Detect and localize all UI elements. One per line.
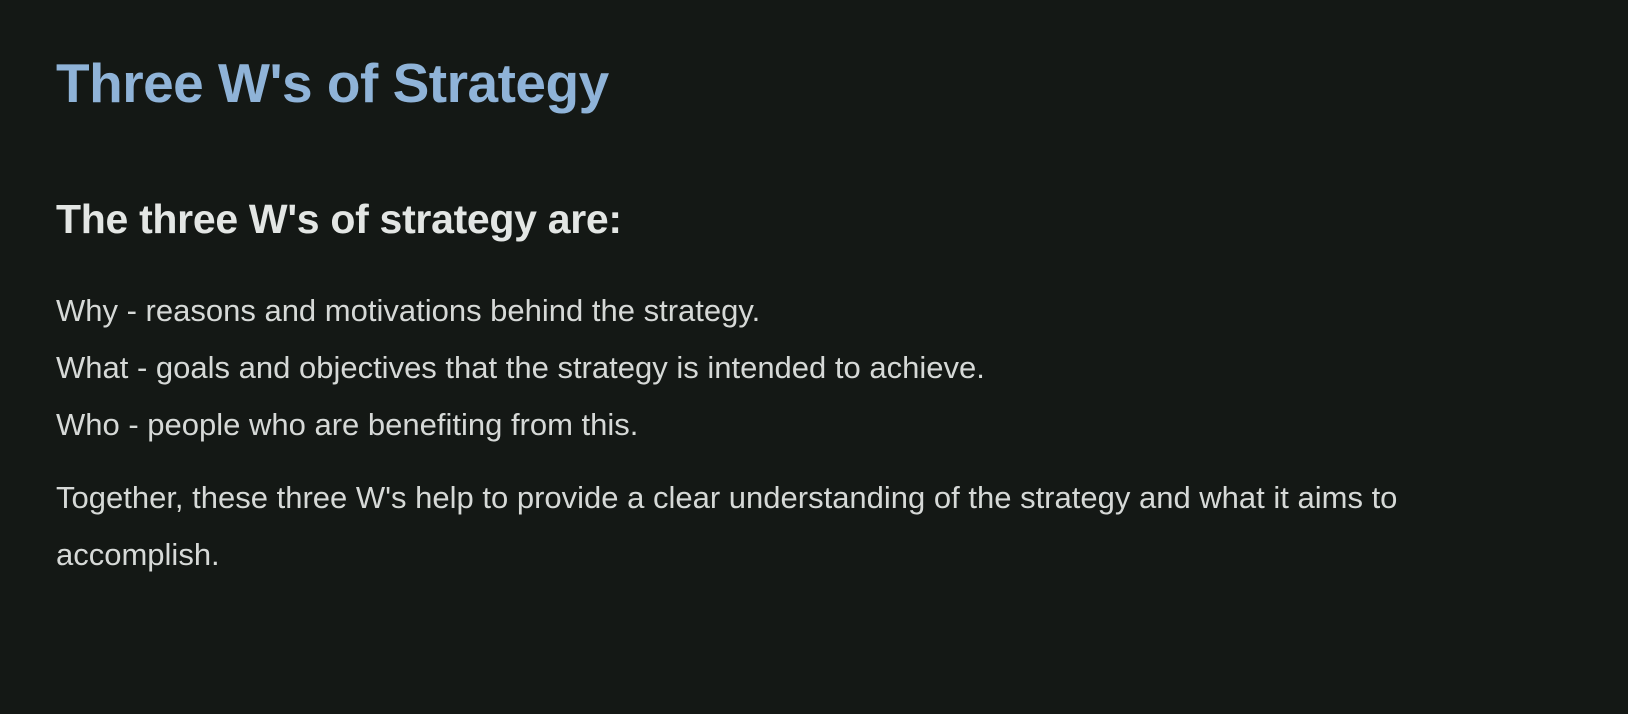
- w-list: Why - reasons and motivations behind the…: [56, 282, 1628, 453]
- list-item-what: What - goals and objectives that the str…: [56, 350, 985, 385]
- summary-paragraph: Together, these three W's help to provid…: [56, 480, 1398, 572]
- section-heading: The three W's of strategy are:: [56, 196, 622, 242]
- list-item-why: Why - reasons and motivations behind the…: [56, 293, 761, 328]
- list-item-who: Who - people who are benefiting from thi…: [56, 407, 639, 442]
- slide-title: Three W's of Strategy: [56, 52, 609, 114]
